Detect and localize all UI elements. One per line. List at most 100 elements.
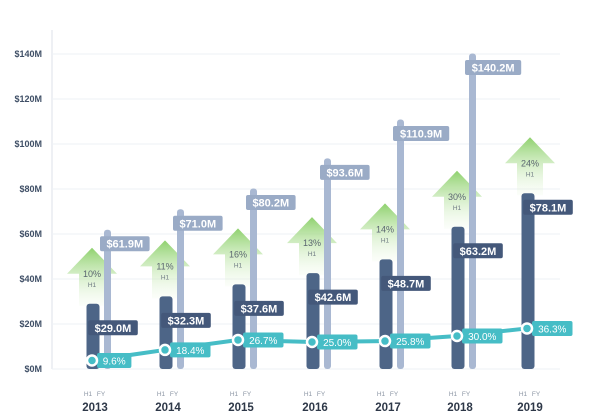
growth-sublabel: H1: [381, 237, 390, 244]
growth-sublabel: H1: [88, 282, 97, 289]
fy-value-label-bg: [465, 60, 522, 76]
x-sublabel-h1: H1: [377, 391, 386, 398]
h1-value-label: $37.6M: [241, 303, 278, 315]
h1-value-label-bg: [234, 300, 284, 316]
share-point: [85, 354, 99, 367]
growth-label: 14%: [376, 224, 394, 234]
growth-label: 11%: [156, 261, 173, 271]
x-sublabel-fy: FY: [532, 391, 541, 398]
h1-bar: [232, 284, 246, 369]
share-value-label-bg: [532, 320, 573, 336]
share-point: [158, 343, 172, 357]
x-sublabel-h1: H1: [157, 391, 166, 398]
fy-value-label-bg: [246, 195, 296, 211]
h1-bar: [159, 296, 173, 369]
fy-bar: [469, 53, 476, 370]
y-tick-label: $20M: [19, 319, 42, 329]
h1-bar: [379, 259, 393, 369]
share-value-label: 30.0%: [468, 332, 496, 343]
share-value-label-bg: [170, 342, 211, 358]
h1-bar: [521, 193, 535, 369]
h1-value-label-bg: [381, 275, 431, 291]
growth-sublabel: H1: [308, 251, 317, 258]
growth-arrow: [505, 137, 555, 196]
y-tick-label: $140M: [14, 49, 42, 59]
share-value-label: 9.6%: [103, 356, 126, 367]
fy-bar: [397, 119, 404, 369]
fy-value-label: $71.0M: [179, 218, 216, 230]
growth-sublabel: H1: [161, 274, 170, 281]
h1-value-label-bg: [161, 312, 211, 328]
h1-value-label: $78.1M: [530, 202, 567, 214]
y-tick-label: $40M: [19, 274, 42, 284]
growth-label: 30%: [448, 192, 466, 202]
x-sublabel-fy: FY: [170, 391, 179, 398]
share-point: [231, 333, 245, 347]
fy-value-label: $110.9M: [400, 128, 442, 140]
x-sublabel-h1: H1: [519, 391, 528, 398]
h1-bar: [86, 303, 100, 369]
x-sublabel-fy: FY: [243, 391, 252, 398]
x-sublabel-fy: FY: [462, 391, 471, 398]
x-sublabel-h1: H1: [230, 391, 239, 398]
y-tick-label: $0M: [24, 364, 42, 374]
x-tick-label: 2014: [155, 402, 181, 414]
fy-value-label: $93.6M: [326, 167, 363, 179]
y-tick-label: $60M: [19, 229, 42, 239]
fy-bar: [324, 158, 331, 369]
y-tick-label: $100M: [14, 139, 42, 149]
growth-label: 16%: [229, 249, 247, 259]
h1-value-label: $48.7M: [388, 278, 425, 290]
x-sublabel-h1: H1: [449, 391, 458, 398]
share-value-label: 26.7%: [249, 336, 277, 347]
fy-value-label-bg: [393, 125, 450, 141]
x-sublabel-h1: H1: [304, 391, 313, 398]
fy-value-label-bg: [320, 164, 370, 180]
fy-bar: [250, 188, 257, 369]
h1-value-label-bg: [453, 243, 503, 259]
growth-sublabel: H1: [526, 171, 535, 178]
fy-value-label: $61.9M: [106, 239, 143, 251]
fy-bar: [177, 209, 184, 369]
x-sublabel-fy: FY: [97, 391, 106, 398]
fy-value-label: $140.2M: [472, 63, 515, 75]
share-value-label-bg: [390, 333, 431, 349]
share-value-label: 25.0%: [323, 338, 351, 349]
growth-label: 13%: [303, 238, 321, 248]
share-point: [305, 335, 319, 349]
share-value-label: 18.4%: [176, 346, 204, 357]
h1-value-label: $63.2M: [460, 246, 497, 258]
fy-value-label-bg: [100, 236, 150, 252]
fy-value-label-bg: [173, 215, 223, 231]
h1-value-label-bg: [523, 199, 573, 215]
growth-sublabel: H1: [453, 205, 462, 212]
share-point: [520, 322, 534, 335]
share-value-label: 25.8%: [396, 337, 424, 348]
y-tick-label: $80M: [19, 184, 42, 194]
share-value-label-bg: [243, 332, 284, 348]
x-tick-label: 2018: [447, 402, 473, 414]
share-value-label-bg: [317, 334, 358, 350]
x-tick-label: 2015: [228, 402, 254, 414]
share-point: [378, 334, 392, 348]
x-tick-label: 2019: [517, 402, 543, 414]
h1-value-label-bg: [308, 289, 358, 305]
h1-bar: [306, 273, 320, 369]
y-tick-label: $120M: [14, 94, 42, 104]
x-tick-label: 2016: [302, 402, 328, 414]
share-point: [450, 329, 464, 343]
h1-value-label: $29.0M: [95, 323, 132, 335]
growth-label: 24%: [521, 158, 539, 168]
share-value-label: 36.3%: [538, 324, 566, 335]
growth-label: 10%: [83, 269, 101, 279]
growth-sublabel: H1: [234, 262, 243, 269]
share-value-label-bg: [97, 352, 132, 368]
h1-value-label: $32.3M: [168, 315, 205, 327]
x-sublabel-fy: FY: [390, 391, 399, 398]
h1-value-label: $42.6M: [315, 292, 352, 304]
x-sublabel-h1: H1: [84, 391, 93, 398]
x-tick-label: 2013: [82, 402, 108, 414]
x-tick-label: 2017: [375, 402, 401, 414]
fy-value-label: $80.2M: [252, 198, 289, 210]
